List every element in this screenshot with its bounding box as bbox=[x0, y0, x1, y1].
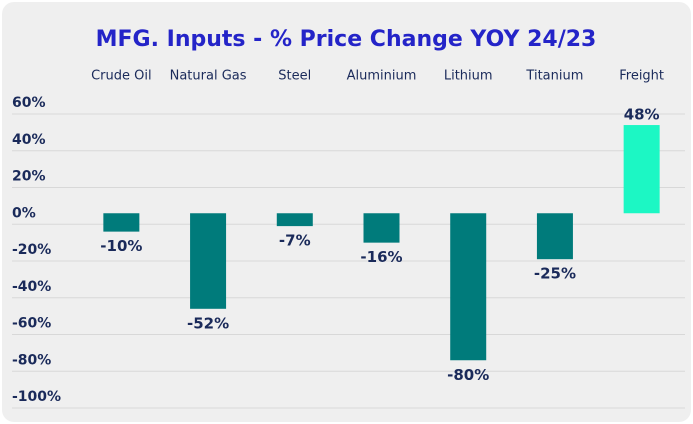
bar bbox=[623, 125, 660, 214]
chart-title: MFG. Inputs - % Price Change YOY 24/23 bbox=[96, 27, 597, 52]
x-tick-label: Aluminium bbox=[347, 69, 417, 84]
x-tick-label: Steel bbox=[278, 69, 311, 84]
value-label: -7% bbox=[279, 232, 311, 250]
x-tick-label: Lithium bbox=[444, 69, 493, 84]
value-label: -52% bbox=[187, 314, 229, 332]
value-label: -16% bbox=[360, 248, 402, 266]
bar bbox=[536, 213, 573, 260]
bar bbox=[190, 213, 227, 309]
y-tick-label: 0% bbox=[12, 205, 36, 221]
y-tick-label: 20% bbox=[12, 169, 46, 185]
y-tick-label: 60% bbox=[12, 95, 46, 111]
value-label: 48% bbox=[624, 106, 660, 124]
x-tick-label: Natural Gas bbox=[170, 69, 247, 84]
value-label: -10% bbox=[100, 237, 142, 255]
x-tick-label: Titanium bbox=[525, 69, 583, 84]
value-label: -25% bbox=[534, 265, 576, 283]
x-tick-label: Freight bbox=[619, 69, 664, 84]
value-label: -80% bbox=[447, 366, 489, 384]
bar bbox=[276, 213, 313, 227]
x-tick-label: Crude Oil bbox=[91, 69, 152, 84]
y-tick-label: -100% bbox=[12, 389, 61, 405]
y-tick-label: -40% bbox=[12, 279, 51, 295]
bar bbox=[450, 213, 487, 361]
y-tick-label: -80% bbox=[12, 352, 51, 368]
bar bbox=[363, 213, 400, 243]
y-tick-label: -20% bbox=[12, 242, 51, 258]
bar bbox=[103, 213, 140, 232]
y-tick-label: -60% bbox=[12, 316, 51, 332]
y-tick-label: 40% bbox=[12, 132, 46, 148]
